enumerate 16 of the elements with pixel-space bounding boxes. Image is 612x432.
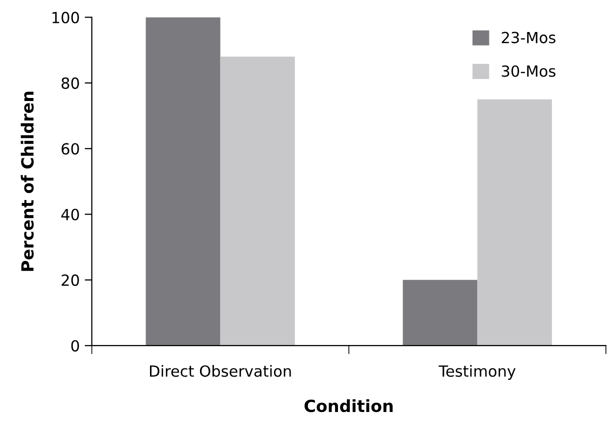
- bar: [477, 99, 552, 346]
- y-axis-title: Percent of Children: [20, 92, 34, 271]
- y-tick-label: 100: [52, 12, 79, 24]
- y-tick-label: 60: [62, 143, 79, 155]
- legend-label: 23-Mos: [502, 32, 556, 44]
- y-tick-label: 80: [62, 77, 79, 89]
- bar: [146, 17, 220, 346]
- legend-label: 30-Mos: [502, 65, 556, 77]
- y-tick-label: 40: [61, 208, 79, 220]
- x-tick-label: Direct Observation: [150, 365, 291, 377]
- bar: [402, 280, 478, 346]
- x-tick-label: Testimony: [438, 365, 516, 380]
- bar: [220, 56, 295, 346]
- y-tick-label: 20: [62, 274, 79, 286]
- y-tick-label: 0: [71, 340, 79, 352]
- x-axis-title: Condition: [304, 399, 393, 412]
